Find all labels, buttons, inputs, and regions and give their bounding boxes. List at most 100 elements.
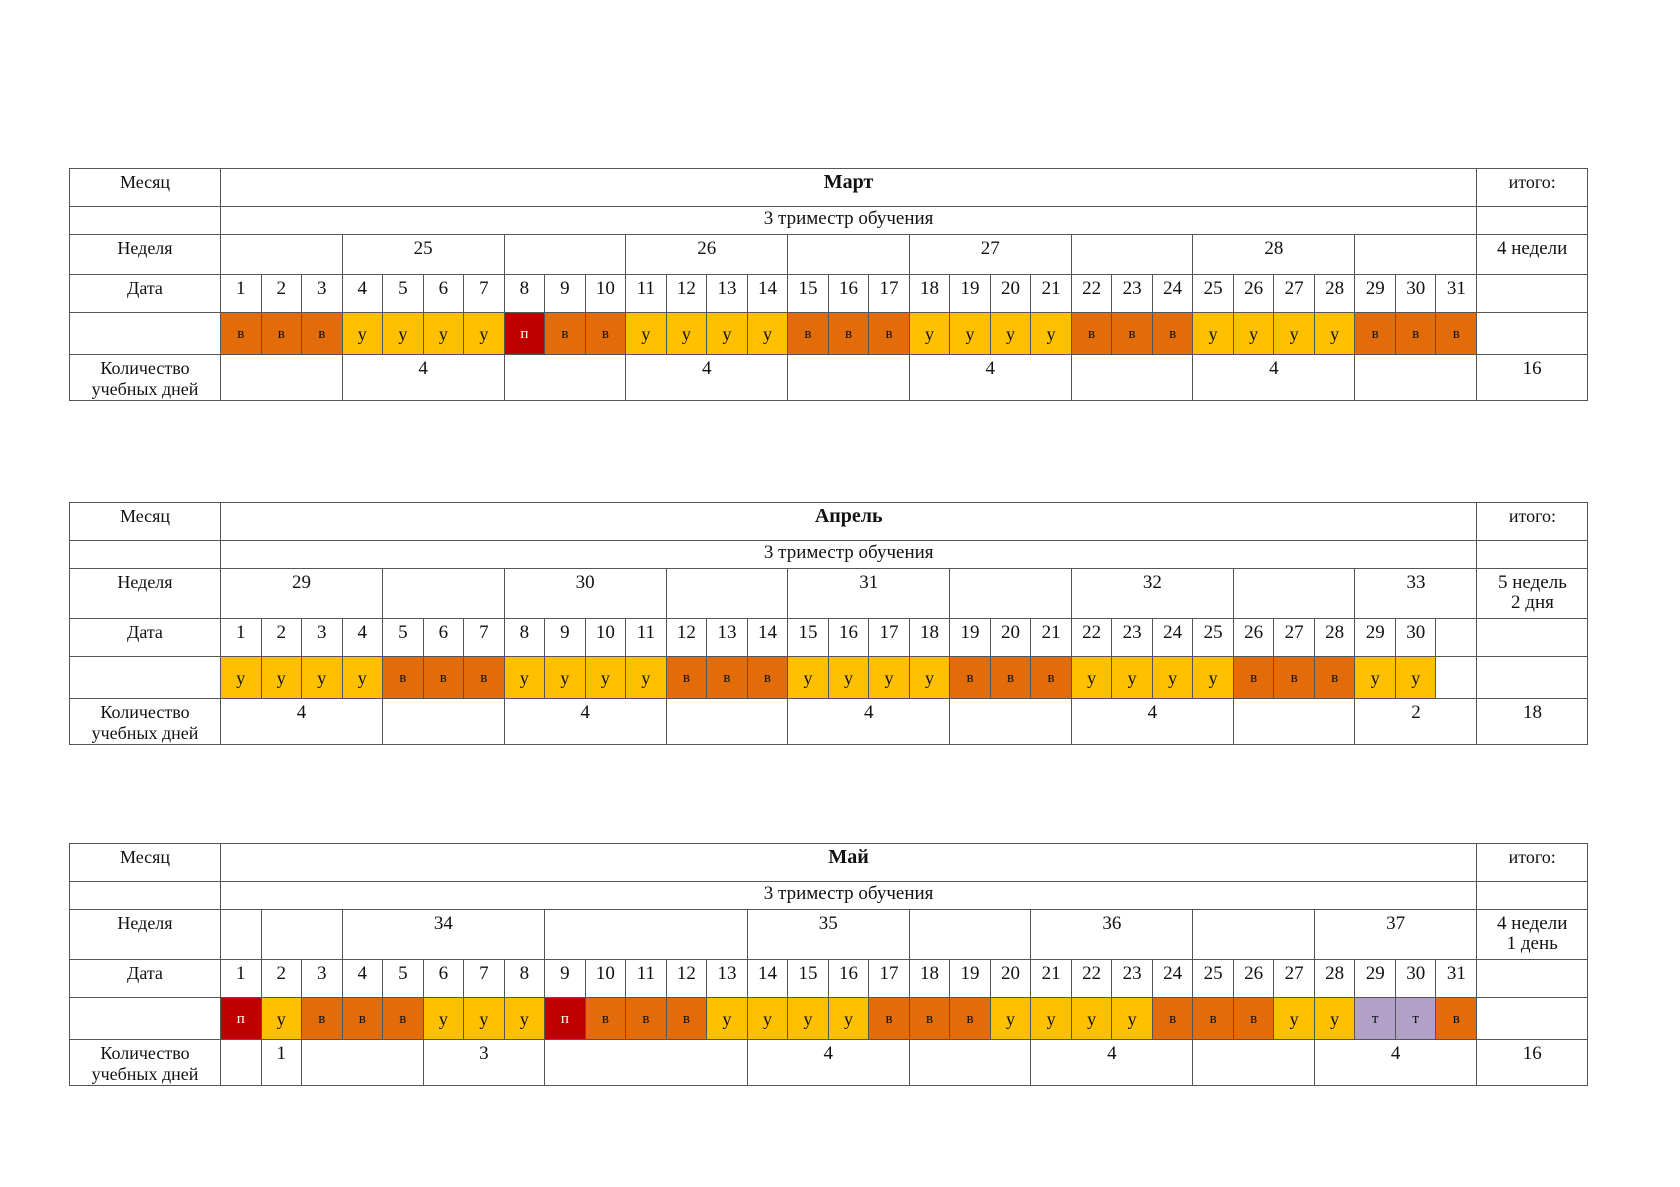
date-number: 8 (503, 274, 546, 313)
week-number: 30 (503, 568, 667, 619)
week-label: Неделя (69, 568, 221, 619)
date-number: 28 (1313, 274, 1356, 313)
calendar-table-may: Месяц Май итого: 3 триместр обучения Неделя 3… (69, 843, 1589, 1086)
date-number: 12 (665, 618, 708, 657)
day-kind-cell: п (503, 312, 546, 355)
trimester-label-blank (69, 881, 221, 910)
date-number (1435, 618, 1478, 657)
date-number: 4 (341, 959, 384, 998)
week-number (908, 909, 1032, 960)
date-number: 26 (1232, 959, 1275, 998)
day-kind-total-blank (1476, 312, 1589, 355)
date-number: 11 (625, 274, 667, 313)
day-kind-cell: у (1354, 656, 1396, 699)
day-kind-cell: у (949, 312, 991, 355)
date-number: 15 (787, 618, 829, 657)
count-label-line: учебных дней (91, 379, 199, 399)
count-value (382, 698, 505, 745)
day-kind-cell: у (868, 656, 910, 699)
count-value: 4 (341, 354, 505, 401)
day-kind-cell: в (422, 656, 465, 699)
day-kind-cell: в (544, 312, 586, 355)
date-number: 25 (1192, 618, 1234, 657)
date-number: 27 (1273, 959, 1315, 998)
count-value (220, 354, 343, 401)
count-value: 3 (422, 1039, 546, 1086)
count-value (220, 1039, 262, 1086)
day-kind-cell: у (1030, 312, 1072, 355)
day-kind-cell: у (1394, 656, 1437, 699)
day-kind-cell: п (544, 997, 586, 1040)
date-label: Дата (69, 959, 221, 998)
count-value: 4 (1030, 1039, 1194, 1086)
day-kind-cell: у (584, 656, 627, 699)
date-number: 17 (868, 959, 910, 998)
day-kind-cell: у (463, 997, 505, 1040)
month-row: Месяц Апрель итого: (69, 502, 1589, 541)
month-name: Апрель (219, 502, 1478, 541)
day-kind-cell: в (301, 312, 343, 355)
date-number: 18 (908, 618, 951, 657)
day-kind-cell: в (1273, 656, 1315, 699)
date-number: 30 (1394, 959, 1437, 998)
count-row: Количество учебных дней 4 4 4 4 16 (69, 354, 1589, 401)
date-number: 22 (1070, 618, 1113, 657)
count-value (1232, 698, 1356, 745)
total-weeks-line: 1 день (1506, 933, 1558, 954)
day-kind-cell: у (1192, 656, 1234, 699)
count-value: 4 (1070, 698, 1234, 745)
date-number: 16 (827, 959, 870, 998)
trimester-row: 3 триместр обучения (69, 881, 1589, 910)
date-number: 1 (220, 274, 262, 313)
date-number: 23 (1111, 274, 1153, 313)
day-kind-cell: в (989, 656, 1032, 699)
day-kind-cell: в (746, 656, 789, 699)
week-number: 33 (1354, 568, 1478, 619)
count-value: 4 (219, 698, 384, 745)
date-number: 25 (1192, 959, 1234, 998)
date-number: 2 (260, 618, 303, 657)
date-number: 14 (746, 959, 789, 998)
date-number: 9 (544, 959, 586, 998)
date-number: 27 (1273, 274, 1315, 313)
day-kind-cell: у (422, 997, 465, 1040)
date-number: 14 (746, 274, 789, 313)
total-weeks-line: 4 недели (1496, 238, 1568, 259)
day-kind-label-blank (69, 656, 221, 699)
date-number: 10 (584, 618, 627, 657)
date-number: 25 (1192, 274, 1234, 313)
trimester-name: 3 триместр обучения (219, 881, 1478, 910)
month-label: Месяц (69, 168, 221, 207)
day-kind-cell: в (301, 997, 343, 1040)
day-kind-total-blank (1476, 656, 1589, 699)
count-value (787, 354, 910, 401)
week-number (787, 234, 910, 275)
count-value (1070, 354, 1194, 401)
day-kind-cell: у (341, 656, 384, 699)
trimester-total-blank (1476, 206, 1589, 235)
count-label-line: Количество (100, 1043, 190, 1063)
date-number: 7 (463, 959, 505, 998)
date-number: 11 (625, 618, 667, 657)
total-weeks: 4 недели 1 день (1476, 909, 1589, 960)
week-number: 34 (341, 909, 546, 960)
date-number: 22 (1070, 959, 1113, 998)
day-kind-cell: у (260, 997, 303, 1040)
date-number: 18 (908, 274, 951, 313)
date-number: 17 (868, 274, 910, 313)
date-number: 10 (584, 959, 627, 998)
day-kind-cell: в (908, 997, 951, 1040)
week-row: Неделя 25 26 27 28 4 недели (69, 234, 1589, 275)
day-kind-cell: в (584, 312, 627, 355)
day-kind-cell: у (746, 997, 789, 1040)
week-number (220, 909, 262, 960)
date-number: 24 (1151, 274, 1194, 313)
date-number: 3 (301, 959, 343, 998)
day-kind-cell: в (382, 656, 424, 699)
date-number: 31 (1435, 274, 1478, 313)
count-row: Количество учебных дней 4 4 4 4 2 18 (69, 698, 1589, 745)
day-kind-cell: у (827, 997, 870, 1040)
date-number: 4 (341, 618, 384, 657)
day-kind-cell: у (463, 312, 505, 355)
